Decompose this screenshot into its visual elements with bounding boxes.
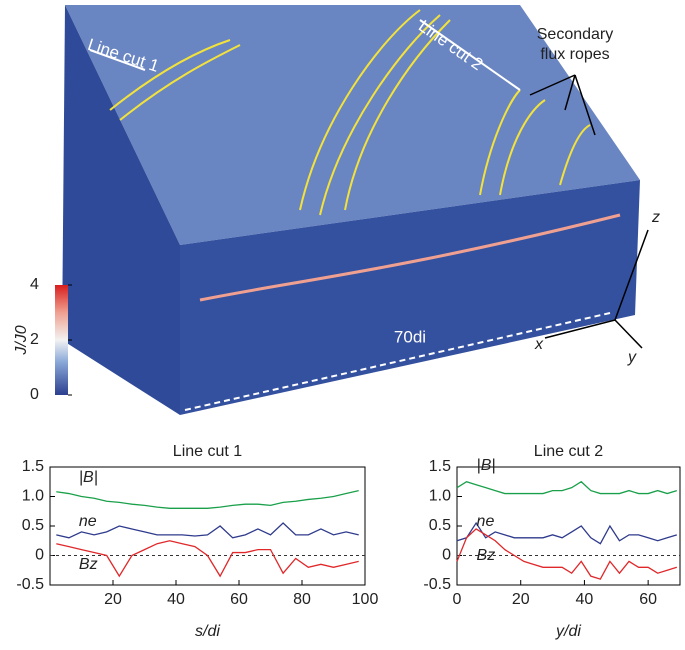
series-line: [56, 540, 359, 578]
y-tick-label: -0.5: [16, 576, 44, 593]
y-tick-label: 1.0: [22, 488, 44, 505]
axis-name: z: [651, 209, 660, 226]
series-line: [56, 489, 359, 509]
axis-name: x: [534, 336, 544, 353]
cut-arrow: [89, 49, 146, 71]
cut-arrow: [419, 19, 521, 91]
annotation: 70di: [394, 327, 426, 346]
series-line: [456, 521, 678, 545]
x-tick-label: 0: [453, 591, 462, 608]
series-line: [456, 528, 678, 580]
series-label: |B|: [79, 469, 98, 486]
series-label: ne: [477, 513, 495, 530]
flux-ropes: [109, 9, 591, 216]
x-tick-label: 40: [167, 591, 185, 608]
x-axis-label: s/di: [195, 623, 220, 640]
series-label: |B|: [477, 457, 496, 474]
x-tick-label: 40: [576, 591, 594, 608]
current-sheet: [199, 213, 621, 302]
x-tick-label: 20: [104, 591, 122, 608]
colorbar: [55, 285, 68, 395]
annotation: Secondary: [537, 26, 614, 43]
y-tick-label: 1.0: [429, 488, 451, 505]
volume-render: [55, 5, 649, 415]
x-tick-label: 60: [230, 591, 248, 608]
annotation: flux ropes: [540, 46, 609, 63]
x-axis-label: y/di: [555, 623, 581, 640]
length-arrow: [184, 312, 611, 411]
pointer: [564, 74, 576, 111]
colorbar-label: J/J0: [13, 325, 30, 355]
series-label: Bz: [79, 556, 98, 573]
y-tick-label: 0.5: [429, 517, 451, 534]
y-tick-label: 0: [442, 547, 451, 564]
y-tick-label: 1.5: [429, 458, 451, 475]
y-tick-label: 0.5: [22, 517, 44, 534]
series-label: ne: [79, 513, 97, 530]
chart-title: Line cut 1: [173, 443, 242, 460]
chart-title: Line cut 2: [534, 443, 603, 460]
y-tick-label: 1.5: [22, 458, 44, 475]
x-tick-label: 80: [293, 591, 311, 608]
x-tick-label: 60: [639, 591, 657, 608]
colorbar-tick-label: 2: [30, 331, 39, 348]
top-face: [65, 5, 640, 245]
y-tick-label: -0.5: [423, 576, 451, 593]
series-line: [456, 480, 678, 495]
left-face: [62, 5, 180, 415]
series-label: Bz: [477, 547, 496, 564]
pointer: [529, 74, 576, 96]
x-tick-label: 20: [512, 591, 530, 608]
pointer: [574, 74, 596, 136]
y-tick-label: 0: [35, 547, 44, 564]
axis-name: y: [627, 349, 637, 366]
series-line: [56, 522, 359, 539]
axes-triad: [544, 229, 649, 349]
colorbar-tick-label: 4: [30, 276, 39, 293]
colorbar-tick-label: 0: [30, 386, 39, 403]
x-tick-label: 100: [352, 591, 379, 608]
